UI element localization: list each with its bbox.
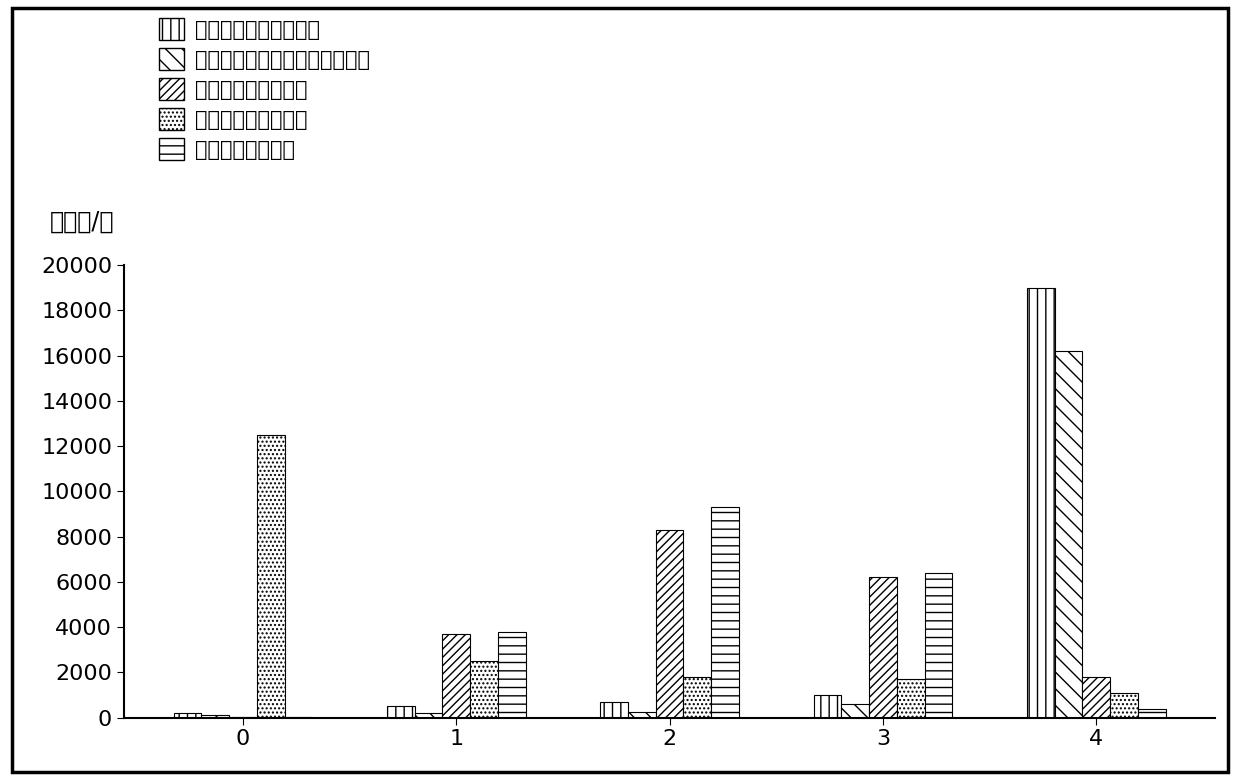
- Text: 样本数/个: 样本数/个: [50, 210, 114, 234]
- Bar: [1055, 351, 1083, 718]
- Bar: [1138, 708, 1166, 718]
- Bar: [414, 713, 443, 718]
- Bar: [656, 530, 683, 718]
- Bar: [174, 713, 201, 718]
- Bar: [1110, 693, 1138, 718]
- Bar: [683, 677, 712, 718]
- Bar: [201, 715, 229, 718]
- Bar: [841, 704, 869, 718]
- Bar: [443, 634, 470, 718]
- Bar: [387, 707, 414, 718]
- Legend: 理论最优功率分配方式, 基于路径损耗部分补偿分配方式, 等功率发射分配方式, 等功率接受分配方式, 随机功率分配方式: 理论最优功率分配方式, 基于路径损耗部分补偿分配方式, 等功率发射分配方式, 等…: [159, 18, 370, 160]
- Bar: [498, 632, 526, 718]
- Bar: [627, 712, 656, 718]
- Bar: [1027, 288, 1055, 718]
- Bar: [257, 435, 284, 718]
- Bar: [712, 507, 739, 718]
- Bar: [813, 695, 841, 718]
- Bar: [897, 679, 925, 718]
- Bar: [470, 661, 498, 718]
- Bar: [1083, 677, 1110, 718]
- Bar: [869, 577, 897, 718]
- Bar: [925, 573, 952, 718]
- Bar: [600, 702, 627, 718]
